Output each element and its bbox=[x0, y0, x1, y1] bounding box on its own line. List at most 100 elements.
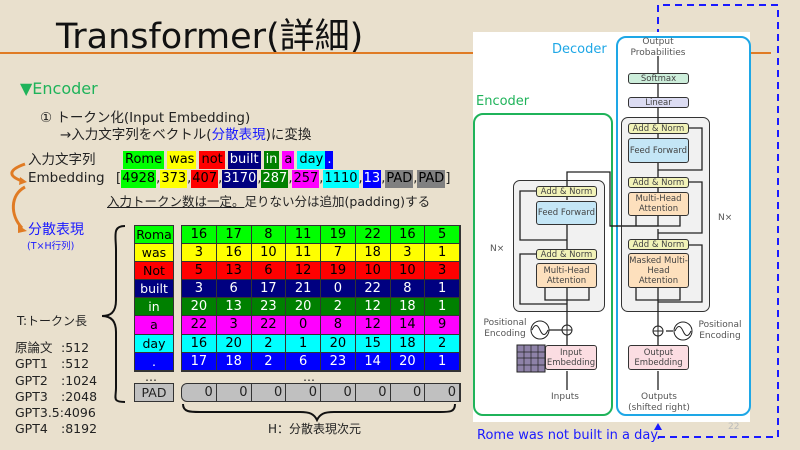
matrix-cell: 16 bbox=[182, 226, 217, 245]
embedding-id: 4928 bbox=[121, 170, 157, 188]
matrix-cell: 17 bbox=[251, 280, 287, 299]
matrix-cell: 18 bbox=[390, 334, 426, 353]
matrix-cell: 9 bbox=[425, 316, 460, 335]
matrix-cell: 8 bbox=[251, 226, 287, 245]
enc-multi-head-attention: Multi-Head Attention bbox=[536, 263, 597, 288]
row-label: Roma bbox=[135, 226, 173, 245]
step1-sub-pre: →入力文字列をベクトル( bbox=[60, 127, 212, 143]
token: Rome bbox=[123, 151, 165, 169]
matrix-cell: 1 bbox=[425, 280, 460, 299]
context-length: :8192 bbox=[61, 421, 98, 437]
matrix-cell: 18 bbox=[390, 298, 426, 317]
pad-cell: 0 bbox=[182, 384, 217, 401]
embedding-id: PAD bbox=[385, 170, 414, 188]
matrix-cell: 12 bbox=[286, 262, 321, 281]
context-length-row: GPT1:512 bbox=[15, 356, 97, 372]
padding-note: 入力トークン数は一定。足りない分は追加(padding)する bbox=[107, 191, 430, 210]
matrix-cell: 1 bbox=[425, 352, 460, 371]
step1-sub-post: )に変換 bbox=[265, 127, 312, 143]
pad-cell: 0 bbox=[391, 384, 426, 401]
row-label: was bbox=[135, 244, 173, 263]
context-length-row: GPT4 :8192 bbox=[15, 421, 97, 437]
step1-sub-blue: 分散表現 bbox=[211, 127, 266, 143]
page-title: Transformer(詳細) bbox=[56, 17, 364, 57]
matrix-row: 17 18 2 6 23 14 20 1 bbox=[182, 352, 460, 371]
matrix-cell: 6 bbox=[286, 352, 321, 371]
matrix-cell: 20 bbox=[182, 298, 217, 317]
pad-label: PAD bbox=[134, 383, 174, 402]
model-name: GPT4 bbox=[15, 421, 48, 437]
embedding-matrix: 16 17 8 11 19 22 16 5 3 16 10 11 7 18 3 1 5 13 6 12 19 10 10 3 3… bbox=[181, 225, 461, 372]
pad-cell: 0 bbox=[356, 384, 391, 401]
matrix-cell: 22 bbox=[355, 280, 391, 299]
dec-add-norm-2: Add & Norm bbox=[628, 177, 689, 188]
matrix-cell: 23 bbox=[251, 298, 287, 317]
context-length: :2048 bbox=[61, 388, 98, 404]
embedding-id: 13 bbox=[362, 170, 382, 188]
comma: , bbox=[381, 171, 386, 186]
dec-positional-encoding: Positional Encoding bbox=[698, 320, 742, 341]
step1-text: ① トークン化(Input Embedding) bbox=[40, 110, 251, 126]
dec-nx: N× bbox=[718, 213, 733, 223]
token-label-column: Roma was Not built in a day. bbox=[134, 225, 174, 372]
padding-note-rest: 足りない分は追加(padding)する bbox=[244, 194, 431, 209]
dec-feed-forward: Feed Forward bbox=[628, 138, 689, 163]
outputs-label: Outputs (shifted right) bbox=[628, 392, 690, 413]
output-probabilities-label: Output Probabilities bbox=[630, 37, 686, 58]
caption: Rome was not built in a day. bbox=[477, 428, 661, 443]
context-length-row: GPT3 :2048 bbox=[15, 389, 97, 405]
matrix-row: 16 17 8 11 19 22 16 5 bbox=[182, 226, 460, 245]
bracket-close: ] bbox=[445, 171, 451, 186]
token: not bbox=[199, 151, 225, 169]
matrix-cell: 1 bbox=[425, 298, 460, 317]
page-number: 22 bbox=[728, 422, 740, 432]
matrix-shape-label: (T×H行列) bbox=[27, 241, 75, 252]
matrix-cell: 2 bbox=[321, 298, 356, 317]
output-embedding: Output Embedding bbox=[628, 345, 689, 370]
matrix-cell: 15 bbox=[355, 334, 391, 353]
embedding-label: Embedding bbox=[28, 170, 105, 186]
enc-add-norm-1: Add & Norm bbox=[536, 249, 597, 260]
matrix-cell: 16 bbox=[182, 334, 217, 353]
matrix-cell: 12 bbox=[355, 316, 391, 335]
comma: , bbox=[257, 171, 262, 186]
token-list: Rome was not built in a day. bbox=[123, 148, 336, 169]
matrix-cell: 1 bbox=[286, 334, 321, 353]
embedding-id-list: [4928,373,407,3170,287,257,1110,13,PAD,P… bbox=[116, 170, 450, 188]
column-brace bbox=[182, 403, 456, 423]
comma: , bbox=[288, 171, 293, 186]
embedding-id: 257 bbox=[292, 170, 320, 188]
matrix-cell: 22 bbox=[355, 226, 391, 245]
embedding-id: 1110 bbox=[323, 170, 359, 188]
context-length: :4096 bbox=[59, 405, 96, 421]
matrix-cell: 21 bbox=[286, 280, 321, 299]
matrix-row: 3 6 17 21 0 22 8 1 bbox=[182, 280, 460, 299]
matrix-cell: 3 bbox=[390, 244, 426, 263]
token: a bbox=[282, 151, 295, 169]
enc-positional-encoding: Positional Encoding bbox=[483, 318, 527, 339]
bracket-open: [ bbox=[116, 171, 122, 186]
row-label: a bbox=[135, 316, 173, 335]
matrix-cell: 7 bbox=[321, 244, 356, 263]
embedding-id: 287 bbox=[261, 170, 289, 188]
model-name: GPT2 bbox=[15, 372, 48, 388]
row-label: Not bbox=[135, 262, 173, 281]
model-name: GPT3 bbox=[15, 388, 48, 404]
context-length-row: GPT2:1024 bbox=[15, 373, 97, 389]
enc-add-norm-2: Add & Norm bbox=[536, 186, 597, 197]
encoder-outline bbox=[473, 113, 613, 416]
token: built bbox=[227, 151, 261, 169]
context-length-row: GPT3.5:4096 bbox=[15, 405, 97, 421]
curved-arrow-icon bbox=[11, 185, 26, 230]
matrix-cell: 22 bbox=[251, 316, 287, 335]
matrix-row: 3 16 10 11 7 18 3 1 bbox=[182, 244, 460, 263]
matrix-cell: 20 bbox=[390, 352, 426, 371]
matrix-cell: 13 bbox=[216, 298, 252, 317]
matrix-cell: 20 bbox=[216, 334, 252, 353]
comma: , bbox=[156, 171, 161, 186]
matrix-row: 20 13 23 20 2 12 18 1 bbox=[182, 298, 460, 317]
pad-cell: 0 bbox=[286, 384, 321, 401]
